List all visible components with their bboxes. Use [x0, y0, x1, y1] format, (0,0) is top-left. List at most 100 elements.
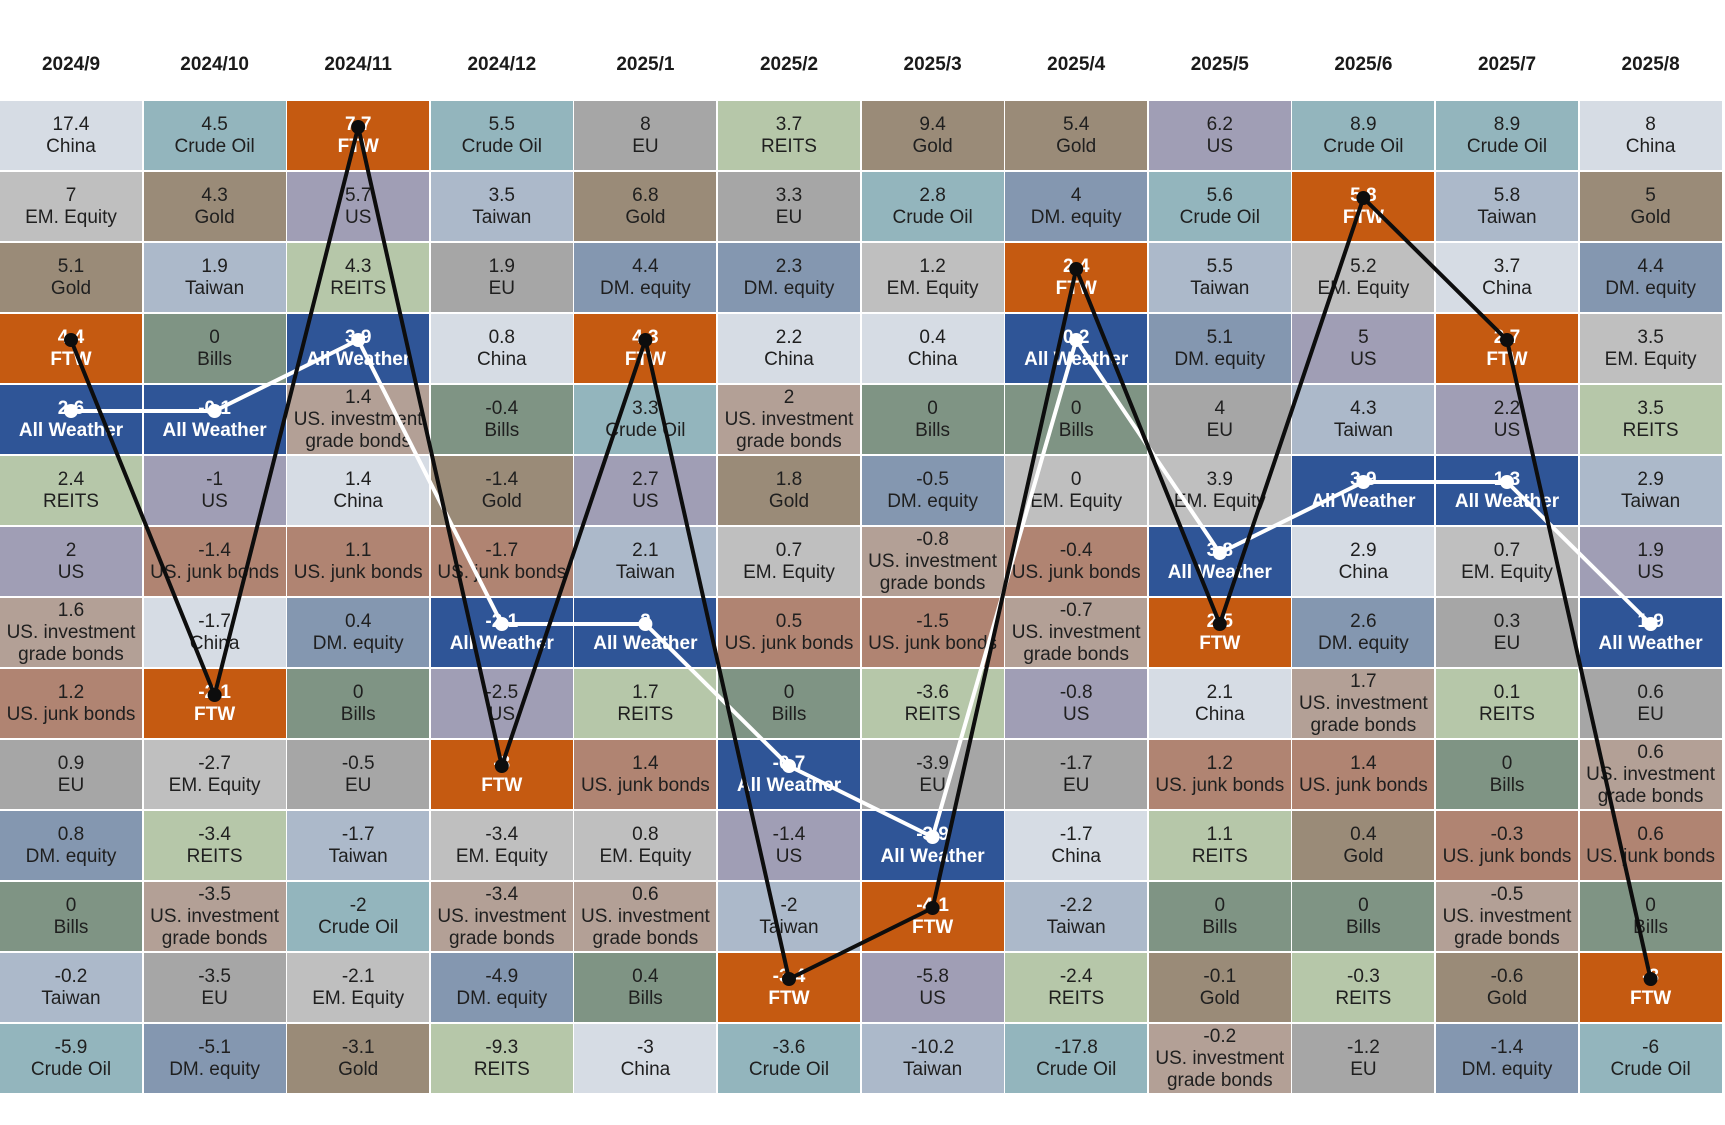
cell-asset-label: FTW — [768, 987, 810, 1009]
cell-asset-label: DM. equity — [169, 1058, 260, 1080]
cell-dm-equity: -0.5 DM. equity — [861, 456, 1004, 525]
cell-asset-label: Taiwan — [1333, 419, 1393, 441]
cell-asset-label: FTW — [912, 916, 954, 938]
cell-value: 2.7 — [1493, 326, 1521, 348]
cell-asset-label: US. junk bonds — [293, 561, 423, 583]
cell-value: 0.4 — [344, 610, 372, 632]
cell-us-junk-bonds: 0.5 US. junk bonds — [718, 598, 860, 667]
cell-value: 2.7 — [632, 468, 659, 490]
cell-value: -3.9 — [916, 752, 949, 774]
cell-value: 3.7 — [775, 113, 803, 135]
cell-value: -3.1 — [341, 1036, 375, 1058]
cell-em-equity: 0.7 EM. Equity — [718, 527, 860, 596]
cell-em-equity: 0.7 EM. Equity — [1436, 527, 1578, 596]
cell-value: -2 — [349, 894, 367, 916]
cell-all-weather: 2.6 All Weather — [0, 385, 142, 454]
cell-value: -0.6 — [1490, 965, 1524, 987]
cell-asset-label: China — [1625, 135, 1676, 157]
cell-us: -5.8 US — [861, 953, 1004, 1022]
cell-asset-label: Crude Oil — [1466, 135, 1548, 157]
cell-value: 2.2 — [1493, 397, 1521, 419]
cell-asset-label: Bills — [340, 703, 376, 725]
cell-us: -1 US — [143, 456, 286, 525]
cell-asset-label: EU — [1062, 774, 1090, 796]
cell-bills: 0 Bills — [861, 385, 1004, 454]
cell-asset-label: Bills — [1202, 916, 1238, 938]
cell-all-weather: 1.9 All Weather — [1579, 598, 1722, 667]
cell-value: 4.3 — [632, 326, 659, 348]
cell-value: -1.7 — [1059, 752, 1093, 774]
cell-asset-label: Gold — [1056, 135, 1097, 157]
cell-asset-label: DM. equity — [1605, 277, 1696, 299]
cell-taiwan: 3.5 Taiwan — [430, 172, 573, 241]
cell-all-weather: -2.1 All Weather — [430, 598, 573, 667]
cell-asset-label: FTW — [624, 348, 666, 370]
cell-value: 0 — [1070, 397, 1082, 419]
cell-ftw: 2.5 FTW — [1148, 598, 1291, 667]
cell-bills: 0 Bills — [143, 314, 286, 383]
cell-value: 0.8 — [57, 823, 85, 845]
cell-asset-label: US. junk bonds — [437, 561, 567, 583]
cell-asset-label: EU — [201, 987, 228, 1009]
cell-gold: -1.4 Gold — [430, 456, 573, 525]
cell-ftw: 5.8 FTW — [1292, 172, 1435, 241]
cell-value: 2 — [640, 610, 651, 632]
cell-asset-label: EM. Equity — [1604, 348, 1697, 370]
cell-em-equity: -2.7 EM. Equity — [143, 740, 286, 809]
cell-value: -0.5 — [916, 468, 949, 490]
cell-asset-label: All Weather — [1598, 632, 1703, 654]
cell-asset-label: Taiwan — [615, 561, 675, 583]
cell-ftw: -3 FTW — [430, 740, 573, 809]
cell-china: 1.4 China — [287, 456, 430, 525]
cell-value: 5.5 — [488, 113, 515, 135]
month-header-2025-1: 2025/1 — [616, 54, 675, 75]
cell-value: -3.6 — [772, 1036, 806, 1058]
cell-bills: 0 Bills — [1148, 882, 1291, 951]
cell-bills: 0 Bills — [1005, 385, 1148, 454]
cell-asset-label: Taiwan — [41, 987, 101, 1009]
cell-value: 5.2 — [1350, 255, 1377, 277]
cell-em-equity: -2.1 EM. Equity — [287, 953, 430, 1022]
cell-gold: 4.3 Gold — [143, 172, 286, 241]
cell-asset-label: Gold — [768, 490, 810, 512]
cell-asset-label: US — [344, 206, 372, 228]
cell-value: 2.4 — [57, 468, 85, 490]
cell-value: 0 — [1645, 894, 1656, 916]
cell-value: -0.1 — [1203, 965, 1237, 987]
cell-gold: 9.4 Gold — [861, 101, 1004, 170]
cell-asset-label: Bills — [1058, 419, 1094, 441]
cell-bills: 0.4 Bills — [574, 953, 717, 1022]
cell-reits: -9.3 REITS — [430, 1024, 573, 1093]
cell-gold: -0.1 Gold — [1148, 953, 1291, 1022]
cell-value: 5.1 — [1206, 326, 1233, 348]
cell-eu: 1.9 EU — [430, 243, 573, 312]
cell-value: 2.9 — [1637, 468, 1664, 490]
cell-asset-label: US — [1062, 703, 1090, 725]
cell-all-weather: 3.8 All Weather — [1148, 527, 1291, 596]
cell-all-weather: 2 All Weather — [574, 598, 717, 667]
cell-asset-label: DM. equity — [1174, 348, 1266, 370]
cell-asset-label: REITS — [1048, 987, 1105, 1009]
cell-dm-equity: -5.1 DM. equity — [143, 1024, 286, 1093]
cell-dm-equity: -1.4 DM. equity — [1436, 1024, 1578, 1093]
cell-taiwan: -1.7 Taiwan — [287, 811, 430, 880]
cell-value: -3.4 — [198, 823, 231, 845]
cell-asset-label: Gold — [338, 1058, 379, 1080]
cell-us-investment-grade-bonds: -0.5 US. investment grade bonds — [1436, 882, 1578, 951]
cell-value: -3 — [1642, 965, 1660, 987]
cell-asset-label: REITS — [617, 703, 674, 725]
cell-china: 2.9 China — [1292, 527, 1435, 596]
cell-value: 0 — [1358, 894, 1369, 916]
cell-asset-label: EM. Equity — [599, 845, 692, 867]
cell-value: 2 — [65, 539, 77, 561]
cell-taiwan: 5.8 Taiwan — [1436, 172, 1578, 241]
cell-asset-label: Taiwan — [1190, 277, 1250, 299]
cell-us-junk-bonds: -1.4 US. junk bonds — [143, 527, 286, 596]
cell-ftw: -4.1 FTW — [861, 882, 1004, 951]
cell-bills: 0 Bills — [1292, 882, 1435, 951]
cell-reits: -0.3 REITS — [1292, 953, 1435, 1022]
cell-eu: -1.2 EU — [1292, 1024, 1435, 1093]
cell-asset-label: US. investment grade bonds — [293, 408, 423, 452]
cell-china: 0.4 China — [861, 314, 1004, 383]
